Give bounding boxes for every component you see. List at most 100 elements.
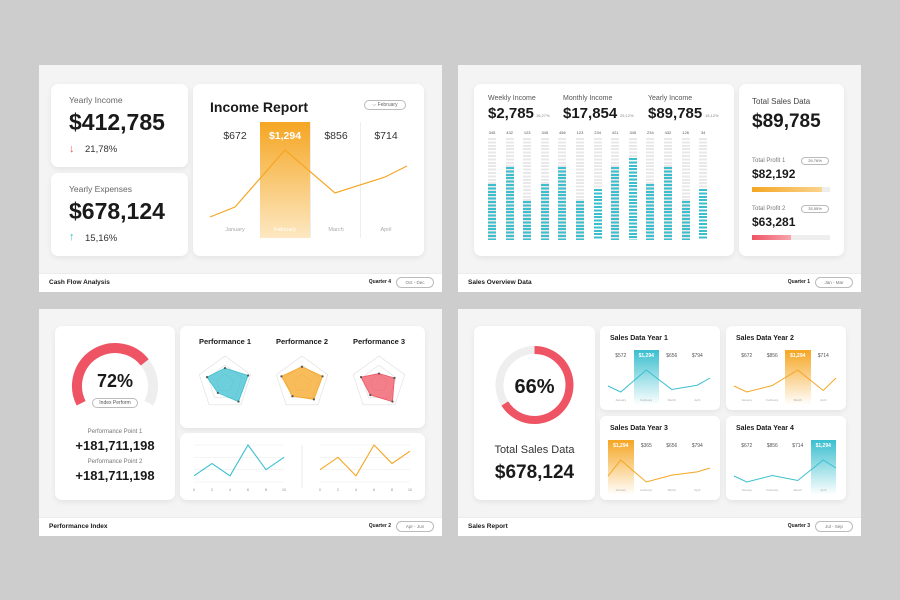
sales-mini-month: March	[793, 488, 802, 492]
line-charts-card: 0 2 4 6 8 10 0 2 4 6 8 10	[180, 433, 425, 500]
sales-mini-column: $714 April	[811, 350, 837, 405]
sales-mini-month: February	[640, 488, 653, 492]
sales-mini-value: $656	[666, 443, 678, 449]
x-tick-label: 6	[373, 488, 375, 492]
arrow-up-icon: ↑	[69, 231, 75, 243]
radar-point	[223, 367, 227, 370]
income-bars-card: Weekly Income $2,785 16,27% Monthly Inco…	[474, 84, 734, 256]
bar-track	[611, 138, 620, 240]
income-line-chart	[209, 149, 408, 218]
yearly-income-card: Yearly Income $412,785 ↓ 21,78%	[51, 84, 188, 167]
bar-fill	[558, 167, 567, 240]
x-tick-label: 8	[265, 488, 267, 492]
footer-range[interactable]: Jul - Sep	[815, 521, 853, 532]
sales-mini-value: $1,294	[815, 443, 831, 449]
monthly-income-change: 25,12%	[620, 113, 634, 118]
income-column-value: $1,294	[268, 130, 302, 142]
sales-mini-month: March	[793, 398, 802, 402]
profit2-bar-fill	[752, 235, 791, 240]
footer-quarter: Quarter 2	[368, 523, 391, 529]
x-tick-label: 4	[355, 488, 357, 492]
sales-mini-card: Sales Data Year 2 $672 January $856 February…	[726, 326, 846, 410]
yearly-expenses-card: Yearly Expenses $678,124 ↑ 15,16%	[51, 173, 188, 256]
x-tick-label: 0	[193, 488, 195, 492]
footer-range[interactable]: Oct - Dec	[396, 277, 434, 288]
sales-mini-value: $794	[691, 443, 703, 449]
footer: Sales Overview Data Quarter 1 Jan - Mar	[458, 273, 861, 292]
x-tick-label: 6	[247, 488, 249, 492]
bar-label: 234	[647, 130, 654, 135]
bar-label: 345	[488, 130, 496, 135]
radar-point	[280, 375, 283, 378]
radar-point	[300, 365, 304, 368]
footer: Sales Report Quarter 3 Jul - Sep	[458, 517, 861, 536]
weekly-income-change: 16,27%	[536, 113, 550, 118]
sales-mini-column: $856 February	[760, 350, 786, 405]
bar-track	[505, 138, 514, 240]
sales-mini-month: January	[741, 488, 753, 492]
sales-mini-month: January	[615, 398, 627, 402]
profit1-label: Total Profit 1	[752, 158, 786, 164]
radar-shape	[206, 367, 249, 403]
profit2-change: 33,55%	[801, 205, 829, 213]
sales-mini-month: April	[694, 488, 701, 492]
footer-range[interactable]: Apr - Jun	[396, 521, 434, 532]
performance-line-charts: 0 2 4 6 8 10 0 2 4 6 8 10	[193, 443, 412, 492]
profit2-value: $63,281	[752, 215, 796, 229]
bar-track	[593, 138, 602, 240]
footer-quarter: Quarter 1	[787, 279, 810, 285]
bar-label: 456	[559, 130, 566, 135]
sales-mini-column: $656 March	[659, 440, 685, 495]
month-dropdown[interactable]: ⌵ February	[364, 100, 406, 110]
sales-mini-value: $856	[766, 353, 778, 359]
footer-quarter: Quarter 4	[368, 279, 391, 285]
sales-mini-value: $672	[741, 353, 753, 359]
radar-title: Performance 3	[352, 337, 406, 346]
bar-fill	[540, 184, 549, 240]
total-sales-label: Total Sales Data	[494, 444, 575, 456]
profit1-bar-fill	[752, 187, 823, 192]
yearly-income-label: Yearly Income	[648, 95, 693, 102]
point1-value: +181,711,198	[75, 438, 155, 453]
bar-fill	[646, 184, 655, 240]
gauge-value: 72%	[96, 371, 134, 391]
footer-title: Sales Report	[468, 523, 508, 530]
point2-value: +181,711,198	[75, 468, 155, 483]
bar-fill	[628, 158, 637, 240]
weekly-income-label: Weekly Income	[488, 95, 536, 102]
sales-donut	[495, 346, 574, 424]
sales-mini-column: $794 April	[685, 350, 711, 405]
bar-label: 126	[682, 130, 689, 135]
yearly-expenses-value: $678,124	[69, 198, 165, 224]
bar-track	[664, 138, 672, 240]
bar-label: 432	[506, 130, 513, 135]
sales-mini-value: $714	[817, 353, 829, 359]
sales-mini-month: January	[615, 488, 627, 492]
total-sales-value: $678,124	[494, 462, 575, 483]
radar-point	[291, 395, 294, 398]
gauge-fill	[72, 343, 149, 406]
income-line	[209, 149, 408, 218]
income-column-value: $714	[374, 130, 398, 142]
bar-label: 345	[629, 130, 637, 135]
footer-range[interactable]: Jan - Mar	[815, 277, 853, 288]
bar-label: 34	[700, 130, 706, 135]
sales-mini-column: $1,294 March	[785, 350, 811, 405]
bar-fill	[664, 167, 672, 240]
slide-performance: 72% Index Perform Performance Point 1 +1…	[39, 309, 442, 536]
arrow-down-icon: ↓	[69, 143, 75, 155]
radar-point	[377, 372, 381, 375]
sales-mini-column: $856 February	[760, 440, 786, 495]
sales-mini-month: February	[766, 398, 779, 402]
footer-title: Sales Overview Data	[468, 279, 532, 286]
sales-mini-month: April	[820, 488, 827, 492]
radar-grid	[352, 355, 406, 406]
x-tick-label: 2	[211, 488, 213, 492]
performance-line	[193, 443, 285, 477]
income-column-month: February	[273, 227, 296, 233]
income-column: $672 January	[210, 122, 260, 238]
income-column: $1,294 February	[260, 122, 310, 238]
sales-mini-polyline	[733, 369, 837, 393]
yearly-income-change: 21,78%	[85, 144, 118, 155]
chevron-down-icon: ⌵	[372, 102, 378, 108]
